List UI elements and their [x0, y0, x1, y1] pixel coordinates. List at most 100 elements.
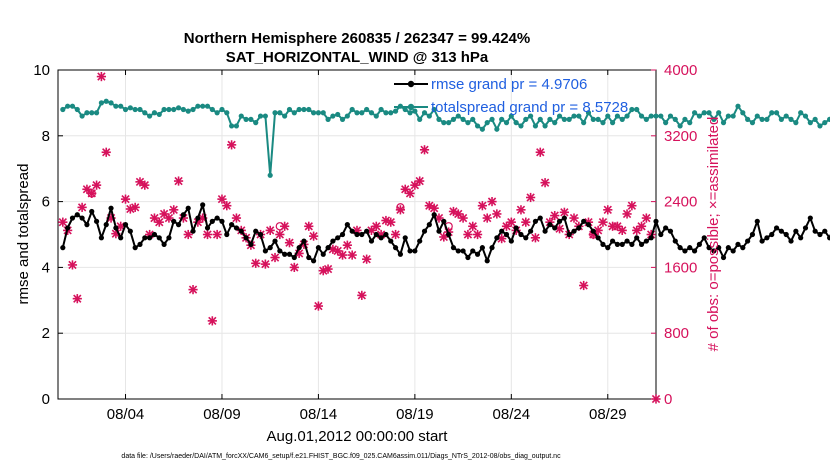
- totalspread-point: [701, 110, 707, 116]
- obs-assimilated-point: [477, 201, 487, 211]
- rmse-point: [233, 225, 240, 231]
- obs-assimilated-point: [540, 178, 550, 188]
- x-tick-label: 08/19: [396, 406, 434, 423]
- obs-assimilated-point: [289, 262, 299, 272]
- rmse-point: [277, 248, 283, 254]
- chart-title-line1: Northern Hemisphere 260835 / 262347 = 99…: [184, 30, 530, 47]
- rmse-point: [354, 231, 360, 238]
- totalspread-point: [325, 116, 331, 122]
- rmse-point: [730, 248, 736, 254]
- rmse-point: [590, 228, 596, 234]
- obs-assimilated-point: [395, 205, 406, 215]
- totalspread-point: [571, 113, 577, 119]
- rmse-point: [822, 228, 828, 234]
- obs-assimilated-point: [342, 240, 352, 250]
- obs-assimilated-point: [308, 231, 319, 241]
- totalspread-point: [142, 110, 148, 116]
- totalspread-point: [822, 120, 828, 126]
- totalspread-point: [132, 106, 138, 113]
- rmse-point: [542, 228, 548, 234]
- totalspread-point: [508, 113, 514, 119]
- rmse-point: [643, 238, 649, 244]
- rmse-point: [214, 215, 220, 221]
- totalspread-point: [556, 113, 563, 119]
- obs-assimilated-point: [492, 209, 502, 219]
- obs-assimilated-point: [135, 177, 145, 187]
- totalspread-point: [817, 123, 823, 129]
- totalspread-series: [60, 98, 830, 178]
- rmse-point: [142, 235, 148, 241]
- totalspread-point: [663, 120, 669, 126]
- rmse-series: [60, 202, 830, 264]
- rmse-point: [359, 231, 365, 238]
- rmse-point: [257, 231, 264, 238]
- totalspread-point: [392, 108, 399, 114]
- obs-assimilated-point: [530, 233, 541, 243]
- rmse-point: [402, 235, 408, 241]
- obs-assimilated-point: [641, 213, 651, 223]
- totalspread-point: [122, 106, 129, 113]
- totalspread-point: [446, 120, 452, 126]
- totalspread-point: [730, 113, 736, 119]
- rmse-point: [537, 215, 543, 221]
- obs-assimilated-point: [603, 205, 613, 215]
- totalspread-point: [643, 116, 649, 122]
- rmse-point: [716, 245, 722, 251]
- rmse-point: [349, 228, 355, 234]
- totalspread-point: [518, 123, 524, 129]
- totalspread-point: [98, 100, 105, 106]
- rmse-point: [306, 254, 312, 261]
- totalspread-point: [320, 110, 326, 116]
- rmse-point: [798, 235, 804, 241]
- rmse-point: [735, 241, 741, 247]
- obs-assimilated-point: [636, 221, 647, 231]
- rmse-point: [156, 235, 162, 241]
- obs-assimilated-point: [516, 205, 526, 215]
- rmse-point: [518, 231, 524, 238]
- rmse-point: [634, 235, 640, 241]
- y-axis-label-left: rmse and totalspread: [15, 164, 32, 305]
- totalspread-point: [417, 116, 423, 122]
- obs-assimilated-point: [188, 285, 198, 295]
- plot-frame: [57, 69, 657, 400]
- rmse-point: [740, 245, 746, 251]
- rmse-point: [368, 238, 375, 244]
- rmse-point: [745, 238, 751, 244]
- rmse-point: [301, 238, 307, 244]
- totalspread-point: [166, 106, 172, 113]
- obs-assimilated-point: [362, 254, 372, 264]
- totalspread-point: [84, 110, 90, 116]
- obs-assimilated-point: [357, 290, 367, 300]
- totalspread-point: [619, 116, 625, 122]
- totalspread-point: [759, 116, 765, 122]
- obs-assimilated-point: [617, 225, 627, 235]
- rmse-point: [315, 245, 322, 251]
- rmse-point: [195, 215, 201, 221]
- obs-assimilated-point: [506, 217, 516, 227]
- totalspread-point: [484, 120, 490, 126]
- obs-assimilated-point: [260, 259, 270, 269]
- totalspread-point: [296, 106, 302, 113]
- totalspread-point: [788, 116, 794, 122]
- rmse-point: [378, 235, 384, 241]
- totalspread-point: [566, 116, 572, 122]
- totalspread-point: [349, 106, 355, 113]
- rmse-point: [436, 228, 442, 234]
- obs-assimilated-point: [130, 202, 140, 212]
- y-tick-label-right: 3200: [664, 128, 697, 145]
- rmse-point: [224, 231, 230, 238]
- rmse-point: [103, 222, 109, 228]
- totalspread-point: [716, 110, 722, 116]
- totalspread-point: [359, 110, 365, 116]
- totalspread-point: [65, 103, 71, 109]
- totalspread-point: [590, 116, 596, 122]
- totalspread-point: [330, 113, 336, 119]
- totalspread-point: [532, 123, 539, 129]
- legend-label-totalspread: totalspread grand pr = 8.5728: [431, 99, 628, 116]
- rmse-point: [147, 235, 153, 241]
- totalspread-point: [605, 113, 611, 119]
- rmse-point: [373, 231, 379, 238]
- rmse-point: [807, 215, 813, 221]
- rmse-point: [450, 245, 457, 251]
